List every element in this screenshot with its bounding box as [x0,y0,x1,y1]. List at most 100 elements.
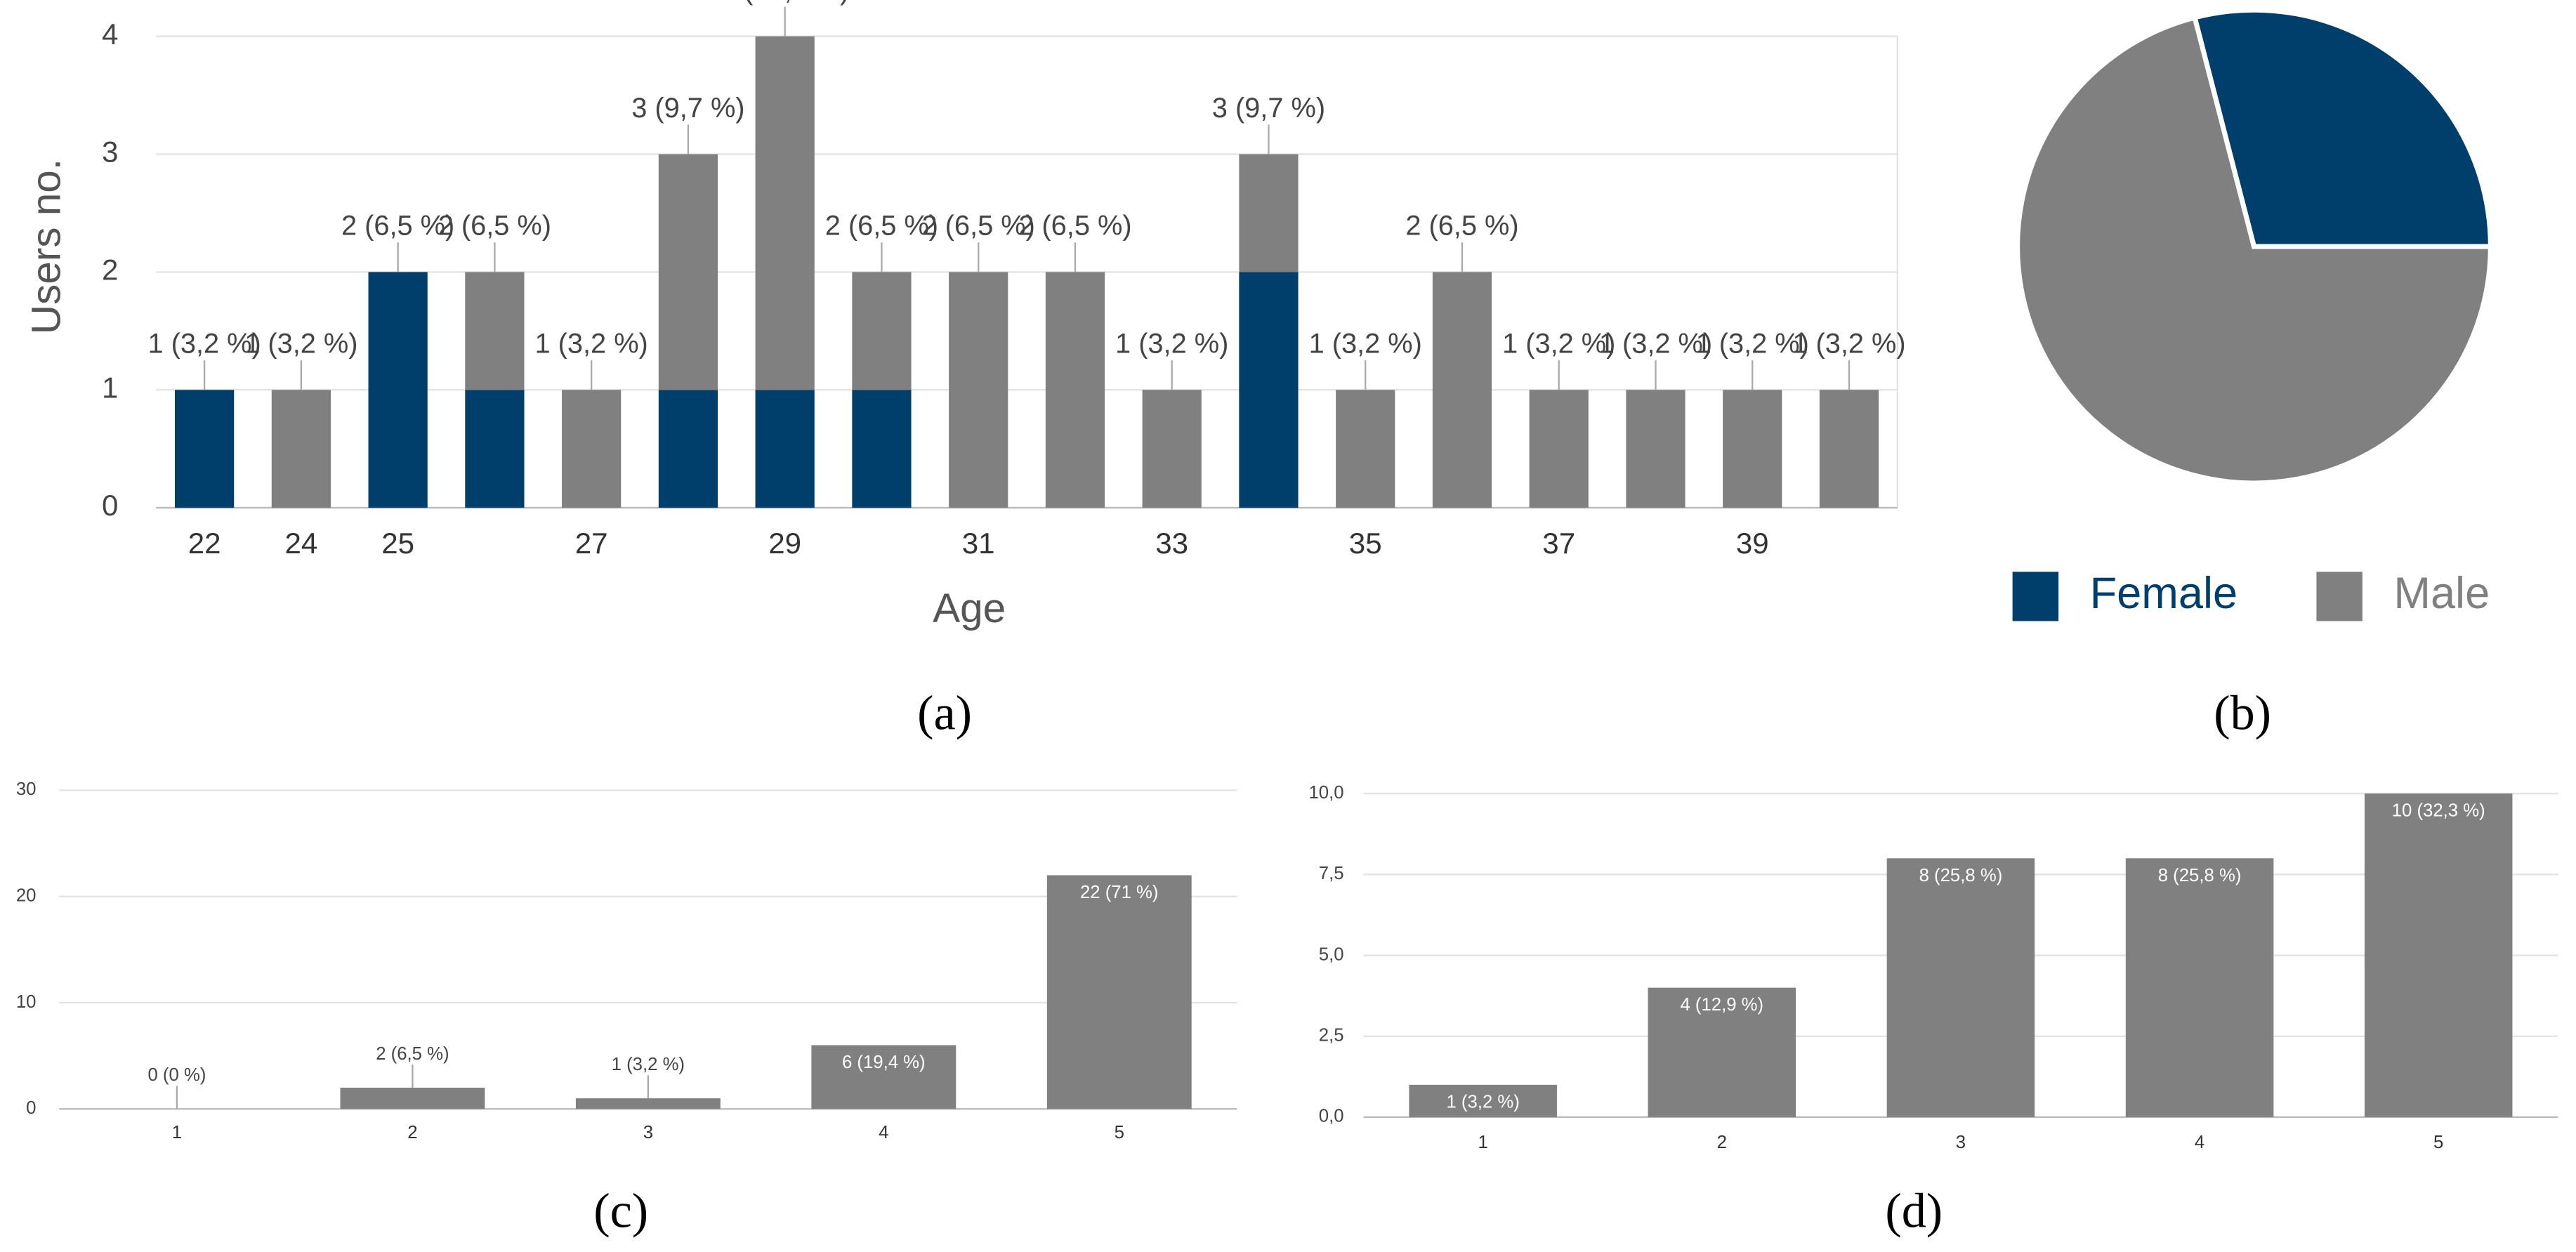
x-tick-label: 2 [1717,1133,1727,1152]
bar-segment [949,272,1008,508]
pie-slice [2015,14,2493,486]
y-tick-label: 10,0 [1308,783,1343,803]
bar-segment [755,390,815,508]
value-label: 1 (3,2 %) [1696,329,1809,360]
x-tick-label: 29 [768,527,801,560]
value-label: 8 (25,8 %) [1919,866,2003,885]
x-tick-label: 37 [1542,527,1575,560]
x-axis-label: Age [933,586,1006,631]
caption: (c) [593,1183,648,1238]
value-label: 4 (12,9 %) [1680,995,1763,1015]
y-tick-label: 3 [102,136,118,169]
bar [2125,858,2274,1117]
bar-segment [465,390,525,508]
value-label: 1 (3,2 %) [612,1055,685,1074]
x-tick-label: 2 [407,1123,417,1142]
x-tick-label: 33 [1155,527,1188,560]
bar [340,1087,485,1109]
value-label: 1 (3,2 %) [1502,329,1615,360]
bar [811,1045,957,1109]
y-tick-label: 4 [102,18,118,51]
y-tick-label: 30 [16,779,37,799]
value-label: 1 (3,2 %) [535,329,648,360]
bar-segment [1045,272,1105,508]
bar-segment [1626,390,1685,508]
value-label: 4 (12,9 %) [721,0,849,6]
x-tick-label: 22 [188,527,221,560]
x-tick-label: 39 [1736,527,1769,560]
x-tick-label: 27 [575,527,608,560]
bar-segment [175,390,235,508]
bar-segment [1239,272,1299,508]
x-tick-label: 3 [643,1123,653,1142]
bar-segment [658,154,718,390]
value-label: 2 (6,5 %) [1405,211,1518,242]
bar-segment [755,36,815,390]
x-tick-label: 31 [962,527,995,560]
y-tick-label: 0 [102,489,118,522]
bar-segment [852,272,912,390]
value-label: 1 (3,2 %) [1446,1092,1519,1112]
bar-segment [1336,390,1395,508]
bar-segment [1239,154,1299,272]
bar-segment [465,272,525,390]
value-label: 1 (3,2 %) [1792,329,1905,360]
x-tick-label: 3 [1956,1133,1966,1152]
bar-segment [658,390,718,508]
bar-segment [562,390,622,508]
y-tick-label: 2 [102,253,118,286]
y-tick-label: 0,0 [1319,1107,1344,1126]
value-label: 2 (6,5 %) [922,211,1035,242]
y-tick-label: 10 [16,992,37,1012]
bar [1409,1084,1557,1117]
value-label: 0 (0 %) [147,1065,206,1085]
bar-segment [271,390,331,508]
bar [2364,793,2513,1117]
value-label: 2 (6,5 %) [1018,211,1131,242]
legend-swatch [2316,572,2363,621]
value-label: 2 (6,5 %) [376,1044,449,1064]
y-tick-label: 0 [26,1098,36,1118]
value-label: 1 (3,2 %) [244,329,357,360]
bar-segment [1432,272,1492,508]
bar [1648,987,1796,1117]
pie-slice [2191,7,2493,249]
x-tick-label: 1 [172,1123,182,1142]
y-tick-label: 5,0 [1319,944,1344,964]
value-label: 10 (32,3 %) [2392,801,2485,821]
bar-segment [852,390,912,508]
value-label: 6 (19,4 %) [842,1053,926,1072]
value-label: 1 (3,2 %) [1309,329,1422,360]
value-label: 3 (9,7 %) [1212,93,1325,124]
y-tick-label: 1 [102,371,118,404]
value-label: 1 (3,2 %) [1115,329,1228,360]
bar-segment [368,272,428,508]
value-label: 1 (3,2 %) [147,329,261,360]
value-label: 1 (3,2 %) [1599,329,1712,360]
value-label: 2 (6,5 %) [825,211,938,242]
x-tick-label: 4 [879,1123,888,1142]
value-label: 22 (71 %) [1080,883,1159,902]
x-tick-label: 5 [2433,1133,2443,1152]
y-tick-label: 20 [16,885,37,905]
bar [575,1098,721,1109]
value-label: 2 (6,5 %) [438,211,551,242]
value-label: 8 (25,8 %) [2158,866,2242,885]
legend-label: Male [2393,569,2490,618]
legend-swatch [2012,572,2059,621]
x-tick-label: 4 [2195,1133,2204,1152]
bar [1886,858,2035,1117]
caption: (d) [1885,1183,1943,1238]
caption: (b) [2214,686,2271,741]
bar-segment [1142,390,1202,508]
bar-segment [1529,390,1589,508]
y-axis-label: Users no. [24,159,70,334]
x-tick-label: 1 [1478,1133,1488,1152]
bar-segment [1723,390,1782,508]
value-label: 3 (9,7 %) [631,93,744,124]
x-tick-label: 5 [1115,1123,1124,1142]
legend-label: Female [2090,569,2238,618]
x-tick-label: 35 [1349,527,1382,560]
